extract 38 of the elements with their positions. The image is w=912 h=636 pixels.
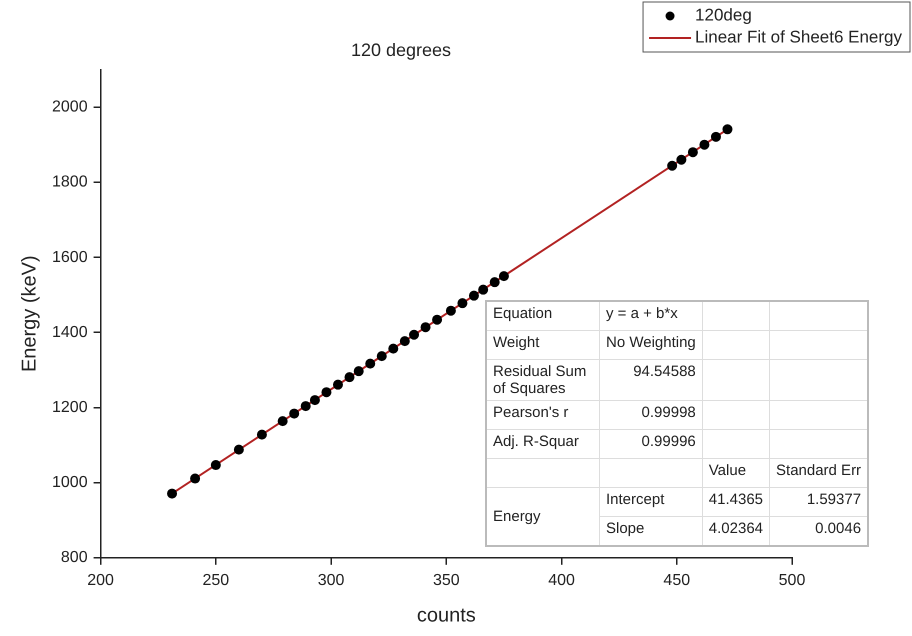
y-tick-label: 1200	[52, 398, 88, 416]
annotation: 41.4365	[702, 488, 770, 516]
annotation: Adj. R-Squar	[486, 430, 600, 458]
text: 1.59377	[770, 488, 868, 516]
annotation: Energy	[486, 488, 600, 546]
x-tick-label: 250	[202, 572, 230, 589]
x-tick-label: 300	[318, 572, 345, 589]
x-axis-title: counts	[416, 604, 476, 627]
annotation: No Weighting	[600, 330, 702, 360]
legend-label: Linear Fit of Sheet6 Energy	[695, 28, 902, 47]
annotation: Pearson's r	[486, 400, 600, 430]
annotation: Intercept	[600, 488, 702, 516]
annotation: Weight	[486, 330, 600, 360]
annotation: Equation	[486, 301, 600, 330]
annotation: 4.02364	[702, 516, 770, 546]
annotation: Residual Sum of Squares	[486, 360, 600, 400]
y-tick-label: 1600	[52, 248, 88, 266]
y-axis-title: Energy (keV)	[18, 255, 41, 372]
annotation: 0.99998	[600, 400, 702, 430]
y-tick-label: 1800	[52, 174, 88, 191]
annotation: Standard Err	[770, 458, 868, 488]
x-tick-label: 200	[87, 572, 114, 589]
x-tick-label: 450	[663, 572, 690, 589]
legend-label: 120deg	[695, 6, 752, 25]
annotation: Slope	[600, 516, 702, 546]
annotation: 0.99996	[600, 430, 702, 458]
x-tick-label: 500	[778, 572, 806, 589]
annotation: 94.54588	[600, 360, 702, 400]
text: 0.0046	[770, 516, 868, 546]
x-tick-label: 350	[432, 572, 460, 589]
chart-title: 120 degrees	[350, 40, 452, 60]
x-tick-label: 400	[548, 572, 575, 589]
y-tick-label: 2000	[52, 98, 88, 116]
annotation: Value	[702, 458, 770, 488]
annotation: y = a + b*x	[600, 301, 702, 330]
y-tick-label: 1400	[52, 324, 88, 341]
y-tick-label: 800	[60, 549, 88, 566]
y-tick-label: 1000	[52, 474, 88, 492]
